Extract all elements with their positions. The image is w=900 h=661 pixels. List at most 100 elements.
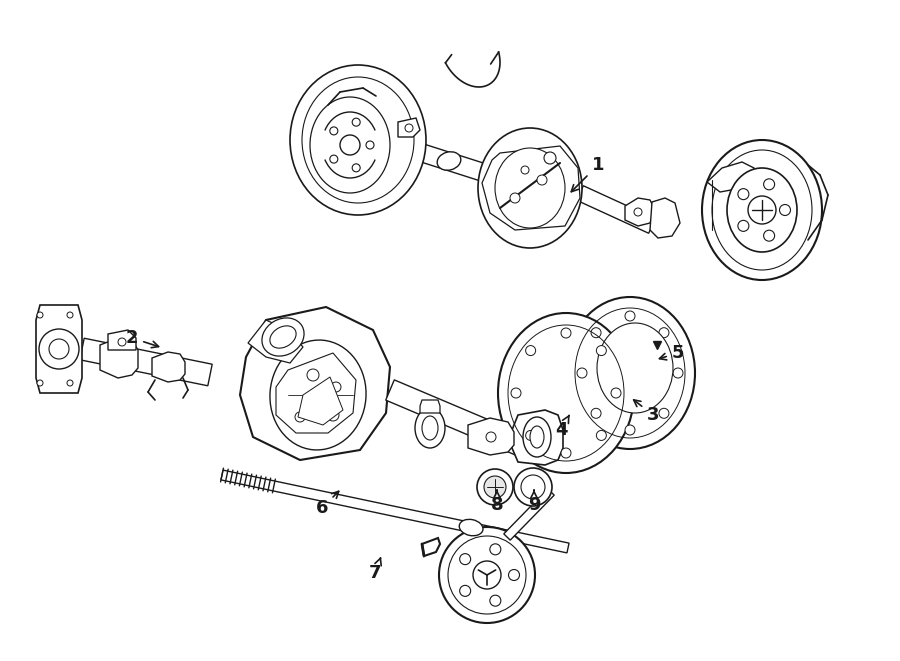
Text: 7: 7 bbox=[369, 558, 382, 582]
Text: 6: 6 bbox=[316, 491, 338, 517]
Ellipse shape bbox=[270, 326, 296, 348]
Circle shape bbox=[473, 561, 501, 589]
Polygon shape bbox=[625, 198, 655, 226]
Circle shape bbox=[526, 346, 536, 356]
Circle shape bbox=[118, 338, 126, 346]
Circle shape bbox=[329, 155, 338, 163]
Circle shape bbox=[352, 118, 360, 126]
Polygon shape bbox=[512, 410, 563, 465]
Circle shape bbox=[460, 554, 471, 564]
Ellipse shape bbox=[310, 97, 390, 193]
Circle shape bbox=[591, 408, 601, 418]
Polygon shape bbox=[650, 198, 680, 238]
Ellipse shape bbox=[437, 152, 461, 171]
Circle shape bbox=[673, 368, 683, 378]
Polygon shape bbox=[468, 418, 514, 455]
Polygon shape bbox=[386, 380, 525, 455]
Polygon shape bbox=[36, 305, 82, 393]
Text: 4: 4 bbox=[554, 416, 569, 439]
Circle shape bbox=[597, 430, 607, 440]
Circle shape bbox=[738, 188, 749, 200]
Ellipse shape bbox=[702, 140, 822, 280]
Circle shape bbox=[748, 196, 776, 224]
Polygon shape bbox=[577, 186, 655, 233]
Polygon shape bbox=[276, 353, 356, 433]
Circle shape bbox=[352, 164, 360, 172]
Polygon shape bbox=[108, 330, 136, 350]
Circle shape bbox=[763, 230, 775, 241]
Text: 2: 2 bbox=[126, 329, 158, 348]
Circle shape bbox=[37, 312, 43, 318]
Circle shape bbox=[561, 448, 571, 458]
Circle shape bbox=[295, 412, 305, 422]
Text: 5: 5 bbox=[660, 344, 684, 362]
Polygon shape bbox=[298, 377, 343, 425]
Polygon shape bbox=[504, 489, 554, 540]
Text: 8: 8 bbox=[491, 490, 503, 514]
Circle shape bbox=[521, 166, 529, 174]
Circle shape bbox=[634, 208, 642, 216]
Ellipse shape bbox=[523, 417, 551, 457]
Circle shape bbox=[738, 220, 749, 231]
Circle shape bbox=[405, 124, 413, 132]
Circle shape bbox=[659, 328, 669, 338]
Circle shape bbox=[490, 544, 500, 555]
Polygon shape bbox=[221, 470, 569, 553]
Circle shape bbox=[763, 179, 775, 190]
Ellipse shape bbox=[459, 520, 483, 536]
Ellipse shape bbox=[727, 168, 797, 252]
Circle shape bbox=[340, 135, 360, 155]
Circle shape bbox=[537, 175, 547, 185]
Ellipse shape bbox=[439, 527, 535, 623]
Ellipse shape bbox=[565, 297, 695, 449]
Circle shape bbox=[544, 152, 556, 164]
Circle shape bbox=[486, 432, 496, 442]
Ellipse shape bbox=[422, 416, 438, 440]
Polygon shape bbox=[420, 400, 440, 413]
Polygon shape bbox=[707, 162, 754, 192]
Circle shape bbox=[625, 425, 635, 435]
Ellipse shape bbox=[495, 148, 565, 228]
Ellipse shape bbox=[498, 313, 634, 473]
Polygon shape bbox=[100, 338, 138, 378]
Polygon shape bbox=[240, 307, 390, 460]
Circle shape bbox=[577, 368, 587, 378]
Circle shape bbox=[327, 409, 339, 421]
Circle shape bbox=[511, 388, 521, 398]
Circle shape bbox=[460, 586, 471, 596]
Circle shape bbox=[39, 329, 79, 369]
Circle shape bbox=[67, 312, 73, 318]
Circle shape bbox=[67, 380, 73, 386]
Text: 1: 1 bbox=[572, 156, 604, 192]
Circle shape bbox=[561, 328, 571, 338]
Circle shape bbox=[597, 346, 607, 356]
Circle shape bbox=[510, 193, 520, 203]
Text: 9: 9 bbox=[527, 490, 540, 514]
Ellipse shape bbox=[514, 468, 552, 506]
Polygon shape bbox=[80, 338, 212, 386]
Ellipse shape bbox=[262, 318, 304, 356]
Circle shape bbox=[591, 328, 601, 338]
Polygon shape bbox=[482, 146, 580, 230]
Polygon shape bbox=[248, 320, 303, 363]
Polygon shape bbox=[422, 538, 440, 556]
Ellipse shape bbox=[270, 340, 366, 450]
Ellipse shape bbox=[415, 408, 445, 448]
Ellipse shape bbox=[478, 128, 582, 248]
Circle shape bbox=[307, 369, 319, 381]
Polygon shape bbox=[152, 352, 185, 382]
Ellipse shape bbox=[530, 426, 544, 448]
Circle shape bbox=[508, 570, 519, 580]
Text: 3: 3 bbox=[634, 400, 659, 424]
Polygon shape bbox=[410, 141, 488, 182]
Ellipse shape bbox=[597, 323, 673, 413]
Ellipse shape bbox=[484, 476, 506, 498]
Circle shape bbox=[49, 339, 69, 359]
Ellipse shape bbox=[477, 469, 513, 505]
Polygon shape bbox=[398, 118, 420, 137]
Circle shape bbox=[329, 127, 338, 135]
Circle shape bbox=[625, 311, 635, 321]
Circle shape bbox=[779, 204, 790, 215]
Circle shape bbox=[37, 380, 43, 386]
Circle shape bbox=[659, 408, 669, 418]
